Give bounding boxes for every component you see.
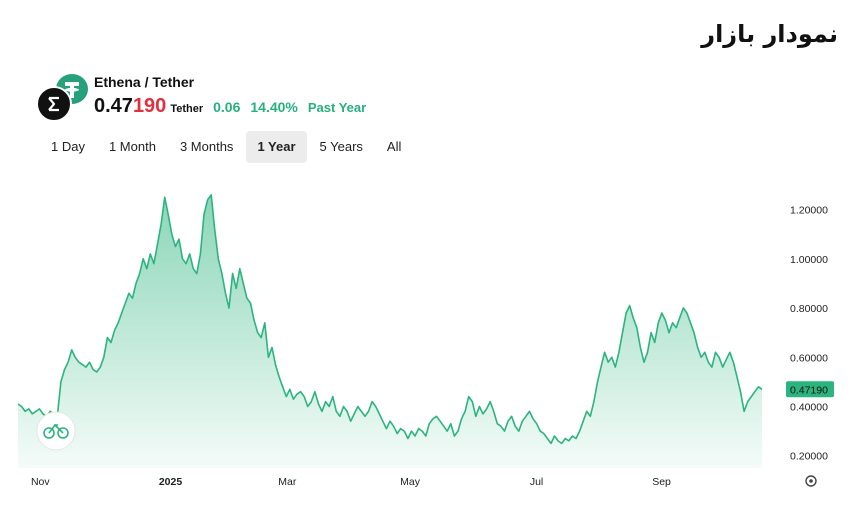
tab-1-month[interactable]: 1 Month [108, 139, 156, 154]
x-tick-label: Mar [278, 476, 297, 488]
x-tick-label: Nov [31, 476, 50, 488]
chart-watermark-icon [36, 411, 76, 451]
price-row: 0.47 190 Tether 0.06 14.40% Past Year [94, 95, 366, 118]
tab-1-day[interactable]: 1 Day [51, 139, 85, 154]
y-tick-label: 1.00000 [790, 254, 828, 266]
price-line [17, 194, 763, 445]
price-unit: Tether [170, 103, 204, 115]
x-tick-label: Jul [530, 476, 543, 488]
y-tick-label: 0.40000 [790, 401, 828, 413]
x-tick-label: 2025 [159, 476, 183, 488]
tab-1-year[interactable]: 1 Year [246, 131, 307, 163]
price-area-fill [18, 194, 762, 469]
price-change-percent: 14.40% [250, 99, 298, 115]
price-period: Past Year [307, 100, 367, 115]
last-price-badge [786, 381, 834, 398]
price-main: 0.47 [94, 95, 133, 117]
price-tail: 190 [132, 95, 167, 117]
y-tick-label: 0.60000 [790, 352, 828, 364]
tab-3-months[interactable]: 3 Months [179, 139, 234, 154]
pair-logo [36, 72, 90, 122]
timeframe-tabs: 1 Day 1 Month 3 Months 1 Year 5 Years Al… [40, 131, 414, 163]
y-tick-label: 1.20000 [790, 205, 828, 217]
page-title: نمودار بازار [701, 20, 838, 48]
price-change: 0.06 [213, 99, 241, 115]
tab-all[interactable]: All [386, 139, 402, 154]
y-tick-label: 0.80000 [790, 303, 828, 315]
pair-name: Ethena / Tether [94, 74, 195, 90]
x-tick-label: Sep [652, 476, 671, 488]
x-tick-label: May [400, 476, 421, 488]
settings-gear-icon[interactable] [805, 475, 817, 487]
tab-5-years[interactable]: 5 Years [319, 139, 363, 154]
y-tick-label: 0.20000 [790, 451, 828, 463]
last-price-label: 0.47190 [790, 384, 828, 396]
ethena-logo-icon [36, 86, 72, 122]
